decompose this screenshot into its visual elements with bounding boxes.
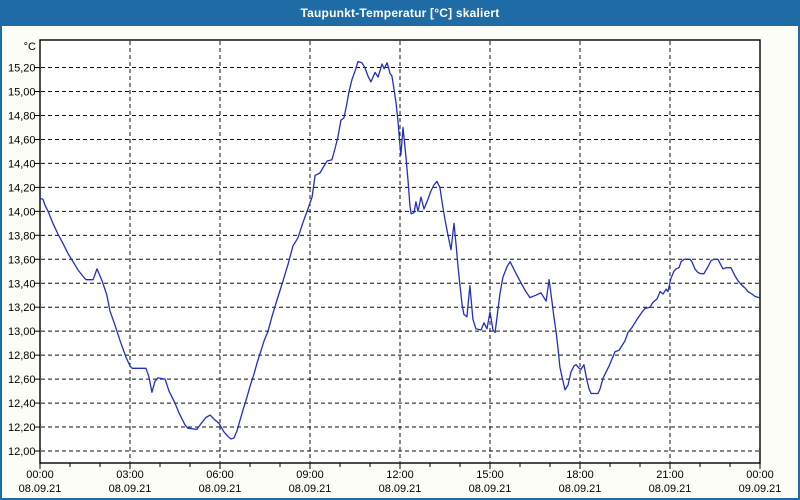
y-tick-label: 13,00 — [8, 326, 36, 338]
x-tick-time-label: 21:00 — [656, 469, 684, 481]
x-tick-time-label: 00:00 — [26, 469, 54, 481]
x-tick-date-label: 08.09.21 — [19, 483, 62, 495]
y-tick-label: 12,40 — [8, 398, 36, 410]
series-line-taupunkt — [39, 60, 760, 440]
y-tick-label: 14,60 — [8, 134, 36, 146]
y-tick-label: 14,20 — [8, 182, 36, 194]
x-tick-date-label: 08.09.21 — [109, 483, 152, 495]
x-tick-date-label: 08.09.21 — [559, 483, 602, 495]
x-tick-date-label: 08.09.21 — [649, 483, 692, 495]
x-tick-date-label: 08.09.21 — [379, 483, 422, 495]
y-axis-unit-label: °C — [24, 41, 36, 53]
x-tick-date-label: 08.09.21 — [289, 483, 332, 495]
y-tick-label: 14,40 — [8, 158, 36, 170]
window-titlebar[interactable]: Taupunkt-Temperatur [°C] skaliert — [2, 0, 798, 26]
x-tick-date-label: 08.09.21 — [199, 483, 242, 495]
y-tick-label: 14,80 — [8, 110, 36, 122]
y-tick-label: 12,80 — [8, 350, 36, 362]
y-tick-label: 15,00 — [8, 87, 36, 99]
y-tick-label: 12,20 — [8, 422, 36, 434]
x-tick-time-label: 00:00 — [746, 469, 774, 481]
y-tick-label: 14,00 — [8, 206, 36, 218]
y-tick-label: 12,60 — [8, 374, 36, 386]
x-tick-date-label: 08.09.21 — [469, 483, 512, 495]
y-tick-label: 15,20 — [8, 63, 36, 75]
x-tick-time-label: 15:00 — [476, 469, 504, 481]
x-tick-date-label: 09.09.21 — [739, 483, 782, 495]
x-tick-time-label: 12:00 — [386, 469, 414, 481]
x-tick-time-label: 09:00 — [296, 469, 324, 481]
y-tick-label: 13,20 — [8, 302, 36, 314]
y-tick-label: 13,40 — [8, 278, 36, 290]
x-tick-time-label: 06:00 — [206, 469, 234, 481]
y-tick-label: 12,00 — [8, 446, 36, 458]
chart-canvas: 12,00 12,20 12,40 12,60 12,80 13,00 13,20 13,40… — [8, 39, 782, 495]
window-title: Taupunkt-Temperatur [°C] skaliert — [300, 6, 500, 20]
x-tick-time-label: 18:00 — [566, 469, 594, 481]
x-tick-time-label: 03:00 — [116, 469, 144, 481]
plot-border — [39, 39, 761, 464]
y-tick-label: 13,60 — [8, 254, 36, 266]
y-tick-label: 13,80 — [8, 230, 36, 242]
